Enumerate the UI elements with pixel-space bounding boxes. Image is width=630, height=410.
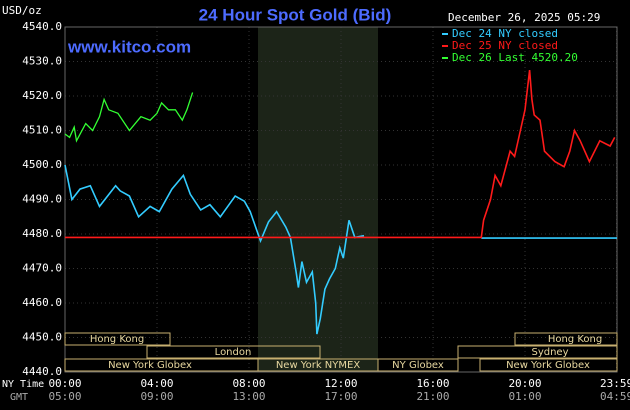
x-tick-label: 20:00 (508, 377, 541, 390)
y-tick-label: 4470.0 (22, 262, 62, 275)
session-label: NY Globex (392, 360, 444, 371)
session-box (457, 345, 618, 359)
x-tick-label: 04:00 (140, 377, 173, 390)
x2-axis-label: GMT (10, 392, 28, 403)
x2-tick-label: 09:00 (140, 390, 173, 403)
session-box (146, 345, 321, 359)
x-tick-label: 00:00 (48, 377, 81, 390)
x-tick-label: 08:00 (232, 377, 265, 390)
y-axis-label: USD/oz (2, 4, 42, 17)
y-tick-label: 4450.0 (22, 331, 62, 344)
plot-frame (64, 26, 618, 373)
legend-entry: Dec 24 NY closed (452, 27, 558, 40)
chart-title: 24 Hour Spot Gold (Bid) (199, 5, 392, 24)
series-line (64, 164, 617, 335)
session-box (514, 332, 618, 346)
y-tick-label: 4500.0 (22, 158, 62, 171)
session-label: New York Globex (506, 360, 590, 371)
x2-tick-label: 13:00 (232, 390, 265, 403)
session-box (479, 358, 618, 372)
session-label: New York Globex (108, 360, 192, 371)
session-box (64, 332, 171, 346)
x-axis-label: NY Time (2, 379, 44, 390)
session-label: Hong Kong (548, 334, 602, 345)
y-tick-label: 4530.0 (22, 55, 62, 68)
y-tick-label: 4520.0 (22, 89, 62, 102)
session-box (377, 358, 459, 372)
x-tick-label: 12:00 (324, 377, 357, 390)
series-line (64, 92, 194, 143)
legend-entry: Dec 25 NY closed (452, 39, 558, 52)
x-tick-label: 16:00 (416, 377, 449, 390)
y-tick-label: 4540.0 (22, 20, 62, 33)
x2-tick-label: 17:00 (324, 390, 357, 403)
timestamp: December 26, 2025 05:29 (448, 11, 600, 24)
sessions: Hong Kong London New York Globex New Yor… (64, 332, 618, 372)
x2-tick-label: 04:59 (600, 390, 630, 403)
x2-tick-label: 05:00 (48, 390, 81, 403)
session-label: Sydney (531, 347, 568, 358)
y-tick-label: 4440.0 (22, 365, 62, 378)
y-tick-label: 4460.0 (22, 296, 62, 309)
x-tick-label: 23:59 (600, 377, 630, 390)
y-tick-label: 4510.0 (22, 124, 62, 137)
session-label: London (215, 347, 252, 358)
x2-tick-label: 21:00 (416, 390, 449, 403)
watermark: www.kitco.com (67, 37, 191, 56)
y-tick-label: 4480.0 (22, 227, 62, 240)
session-label: New York NYMEX (276, 360, 361, 371)
y-tick-label: 4490.0 (22, 193, 62, 206)
x2-tick-label: 01:00 (508, 390, 541, 403)
legend-entry: Dec 26 Last 4520.20 (452, 51, 578, 64)
session-label: Hong Kong (90, 334, 144, 345)
series-line (65, 70, 616, 239)
